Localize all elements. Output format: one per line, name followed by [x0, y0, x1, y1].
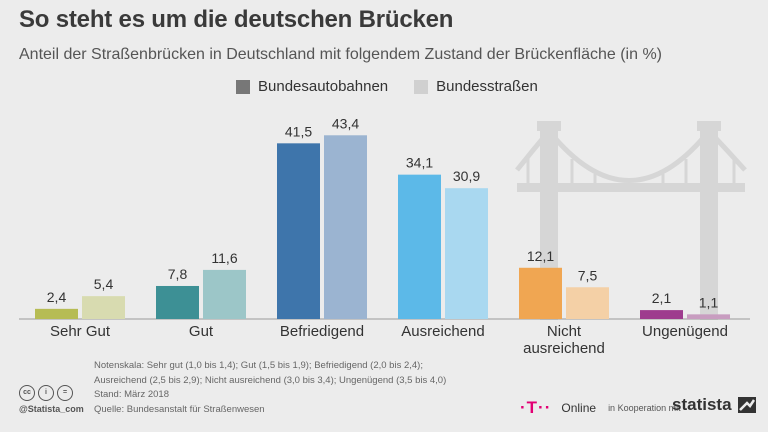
- bar-chart: 2,4 5,4 7,8 11,6 41,5 43,4 34,1 30,9 12,1 7,5 2,1 1…: [19, 115, 750, 357]
- bar-autobahnen-0: [35, 308, 78, 319]
- notes: Notenskala: Sehr gut (1,0 bis 1,4); Gut …: [94, 359, 446, 417]
- category-label-4-line-0: Nicht: [547, 323, 582, 340]
- statista-handle: @Statista_com: [19, 404, 84, 414]
- category-label-0: Sehr Gut: [50, 323, 111, 340]
- legend-swatch-autobahnen: [236, 79, 250, 94]
- value-label-autobahnen-1: 7,8: [168, 266, 188, 282]
- telekom-logo: ·T··: [520, 398, 552, 417]
- notes-scale-line-1: Notenskala: Sehr gut (1,0 bis 1,4); Gut …: [94, 360, 423, 371]
- bar-autobahnen-5: [640, 310, 683, 319]
- statista-logo: statista: [672, 395, 756, 415]
- category-label-1: Gut: [189, 323, 214, 340]
- value-label-bundesstrassen-3: 30,9: [453, 168, 480, 184]
- category-label-3: Ausreichend: [401, 323, 484, 340]
- online-label: Online: [561, 401, 597, 415]
- legend: Bundesautobahnen Bundesstraßen: [236, 78, 538, 95]
- value-label-autobahnen-3: 34,1: [406, 155, 433, 171]
- legend-item-autobahnen: Bundesautobahnen: [236, 78, 388, 95]
- value-label-autobahnen-4: 12,1: [527, 248, 554, 264]
- chart-subtitle: Anteil der Straßenbrücken in Deutschland…: [19, 46, 662, 63]
- cc-icon: cc: [19, 385, 35, 401]
- category-label-5: Ungenügend: [642, 323, 728, 340]
- bar-bundesstrassen-4: [566, 287, 609, 319]
- bar-bundesstrassen-0: [82, 296, 125, 319]
- bar-bundesstrassen-2: [324, 135, 367, 319]
- bar-bundesstrassen-5: [687, 314, 730, 319]
- cc-license[interactable]: cc i =: [19, 385, 73, 401]
- value-label-autobahnen-0: 2,4: [47, 289, 67, 305]
- bar-autobahnen-3: [398, 174, 441, 319]
- statista-icon: [737, 397, 756, 413]
- legend-swatch-bundesstrassen: [414, 79, 429, 94]
- value-label-autobahnen-2: 41,5: [285, 123, 312, 139]
- statista-wordmark: statista: [672, 395, 732, 414]
- category-label-2: Befriedigend: [280, 323, 364, 340]
- notes-scale-line-2: Ausreichend (2,5 bis 2,9); Nicht ausreic…: [94, 374, 447, 386]
- legend-label-autobahnen: Bundesautobahnen: [258, 78, 389, 95]
- value-label-bundesstrassen-1: 11,6: [211, 250, 237, 266]
- value-label-bundesstrassen-5: 1,1: [699, 294, 719, 310]
- value-label-bundesstrassen-4: 7,5: [578, 267, 598, 283]
- value-label-autobahnen-5: 2,1: [652, 290, 672, 306]
- kooperation-label: in Kooperation mit: [608, 403, 681, 413]
- bar-autobahnen-2: [277, 143, 320, 319]
- legend-label-bundesstrassen: Bundesstraßen: [436, 78, 538, 95]
- legend-item-bundesstrassen: Bundesstraßen: [414, 78, 538, 95]
- chart-title: So steht es um die deutschen Brücken: [19, 6, 454, 33]
- t-online-brand: ·T·· Online in Kooperation mit: [520, 398, 681, 418]
- bar-bundesstrassen-3: [445, 188, 488, 319]
- notes-date: Stand: März 2018: [94, 389, 169, 400]
- value-label-bundesstrassen-0: 5,4: [94, 276, 114, 292]
- bar-bundesstrassen-1: [203, 269, 246, 319]
- no-derivatives-icon: =: [57, 385, 73, 401]
- bar-autobahnen-4: [519, 267, 562, 319]
- category-label-4-line-1: ausreichend: [523, 340, 605, 357]
- value-label-bundesstrassen-2: 43,4: [332, 115, 359, 131]
- bar-autobahnen-1: [156, 285, 199, 319]
- notes-source: Quelle: Bundesanstalt für Straßenwesen: [94, 403, 265, 415]
- attribution-icon: i: [38, 385, 54, 401]
